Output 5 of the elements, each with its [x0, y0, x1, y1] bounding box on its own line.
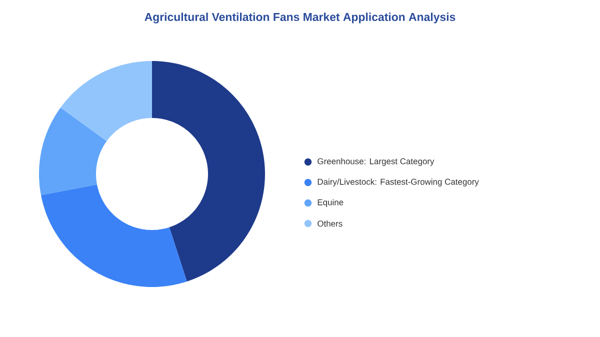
chart-title: Agricultural Ventilation Fans Market Application Analysis [144, 12, 456, 24]
legend-label: Equine [318, 199, 344, 207]
legend-label: Dairy/Livestock: Fastest-Growing Category [318, 178, 479, 186]
legend-label: Greenhouse: Largest Category [318, 158, 434, 166]
legend-label: Others [318, 220, 342, 227]
